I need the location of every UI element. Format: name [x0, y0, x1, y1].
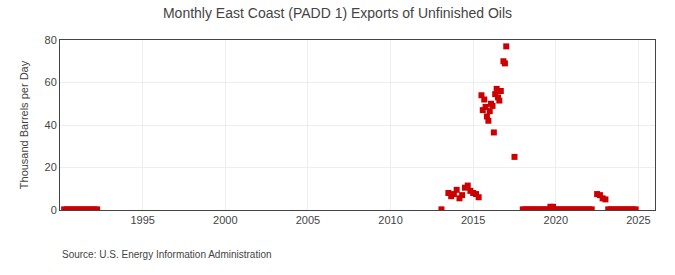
svg-text:60: 60 — [45, 76, 57, 88]
svg-text:2010: 2010 — [378, 214, 402, 226]
svg-text:1995: 1995 — [130, 214, 154, 226]
svg-text:2000: 2000 — [213, 214, 237, 226]
svg-text:40: 40 — [45, 119, 57, 131]
svg-text:2020: 2020 — [544, 214, 568, 226]
svg-text:0: 0 — [51, 204, 57, 216]
svg-text:Source: U.S. Energy Informatio: Source: U.S. Energy Information Administ… — [62, 249, 272, 260]
svg-text:2015: 2015 — [461, 214, 485, 226]
svg-text:Thousand Barrels per Day: Thousand Barrels per Day — [18, 60, 30, 189]
svg-text:2025: 2025 — [626, 214, 650, 226]
svg-text:2005: 2005 — [296, 214, 320, 226]
svg-text:80: 80 — [45, 34, 57, 46]
svg-text:20: 20 — [45, 161, 57, 173]
svg-text:Monthly East Coast (PADD 1) Ex: Monthly East Coast (PADD 1) Exports of U… — [163, 5, 512, 21]
